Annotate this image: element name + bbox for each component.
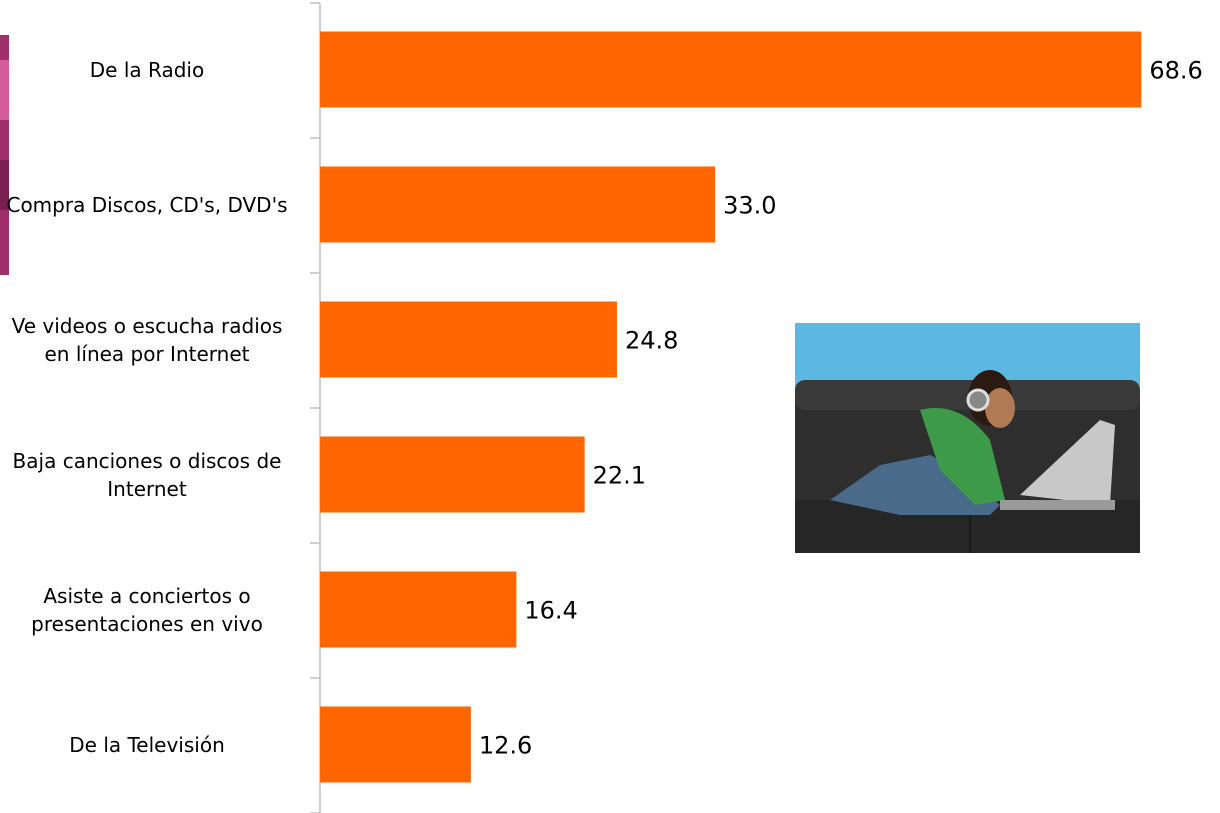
bar [320, 706, 471, 783]
value-label: 12.6 [479, 732, 532, 760]
value-label: 16.4 [524, 597, 577, 625]
value-label: 24.8 [625, 327, 678, 355]
photo [795, 323, 1140, 553]
category-label: Compra Discos, CD's, DVD's [6, 192, 288, 217]
category-label: Ve videos o escucha radios en línea por … [11, 313, 283, 366]
category-label: De la Televisión [69, 732, 225, 757]
category-label: De la Radio [89, 57, 205, 82]
category-label: Asiste a conciertos o presentaciones en … [31, 583, 263, 636]
category-label: Baja canciones o discos de Internet [12, 448, 282, 501]
value-label: 22.1 [593, 462, 646, 490]
bar [320, 571, 517, 648]
value-label: 33.0 [723, 192, 776, 220]
bar [320, 31, 1142, 108]
value-label: 68.6 [1149, 57, 1202, 85]
bar [320, 436, 585, 513]
bar [320, 301, 617, 378]
bar [320, 166, 716, 243]
side-photo [0, 35, 9, 275]
